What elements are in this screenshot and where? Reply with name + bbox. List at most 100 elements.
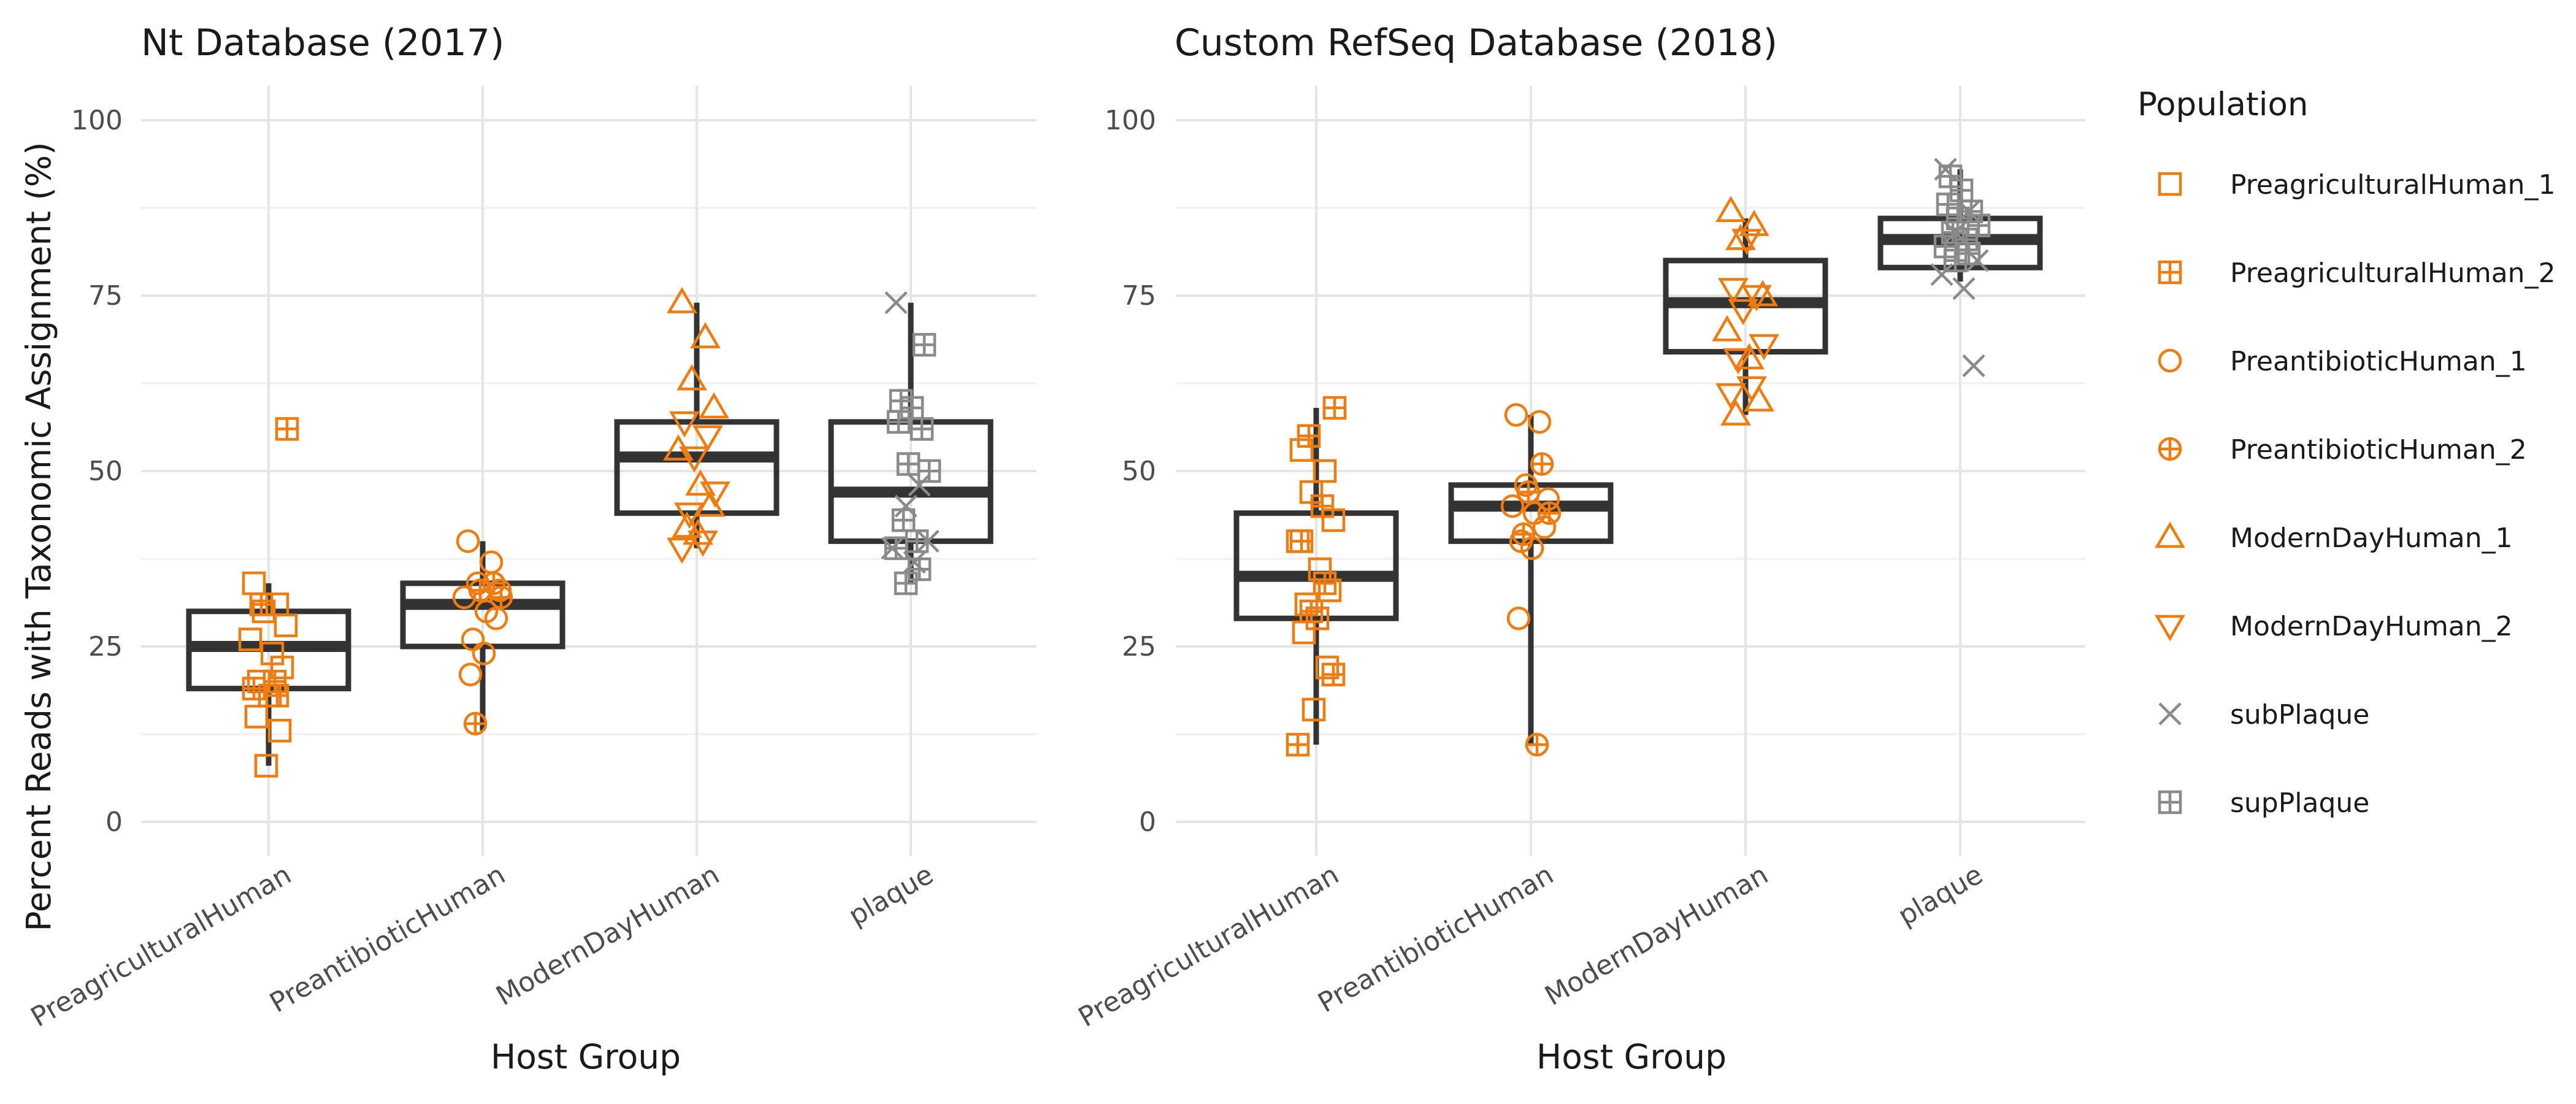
point-PreagriculturalHuman_1 xyxy=(274,613,298,637)
point-ModernDayHuman_1 xyxy=(699,392,729,419)
point-subPlaque xyxy=(1962,354,1985,377)
point-supPlaque xyxy=(1957,242,1981,266)
box-ModernDayHuman xyxy=(1663,196,1828,426)
box-PreantibioticHuman xyxy=(400,529,565,736)
point-ModernDayHuman_1 xyxy=(690,322,721,348)
point-PreagriculturalHuman_2 xyxy=(1310,494,1335,518)
legend: Population PreagriculturalHuman_1Preagri… xyxy=(2137,86,2556,819)
legend-entry: ModernDayHuman_2 xyxy=(2155,611,2513,642)
panel-title: Custom RefSeq Database (2018) xyxy=(1175,21,1777,64)
point-supPlaque xyxy=(894,571,918,596)
legend-entry: PreantibioticHuman_2 xyxy=(2158,434,2527,466)
point-PreantibioticHuman_1 xyxy=(1527,410,1552,434)
point-ModernDayHuman_2 xyxy=(1718,278,1749,305)
legend-entry: PreagriculturalHuman_2 xyxy=(2158,258,2556,289)
point-ModernDayHuman_1 xyxy=(672,512,702,538)
point-PreagriculturalHuman_2 xyxy=(1286,732,1310,757)
point-subPlaque xyxy=(908,473,931,497)
point-supPlaque xyxy=(1959,199,1984,223)
panel-custom-refseq-database: Custom RefSeq Database (2018) 0 25 50 75 100… xyxy=(1073,21,2085,1076)
x-tick-label: PreantibioticHuman xyxy=(1313,859,1558,1019)
box-PreagriculturalHuman xyxy=(1233,396,1399,757)
point-supPlaque xyxy=(891,508,916,532)
point-PreagriculturalHuman_1 xyxy=(244,705,269,729)
point-PreagriculturalHuman_1 xyxy=(238,627,263,651)
point-PreagriculturalHuman_1 xyxy=(1317,578,1342,602)
point-supPlaque xyxy=(884,536,908,561)
point-PreagriculturalHuman_2 xyxy=(249,592,274,616)
point-PreagriculturalHuman_1 xyxy=(1305,606,1330,631)
point-ModernDayHuman_2 xyxy=(669,411,700,438)
x-tick-label: plaque xyxy=(843,859,938,932)
point-ModernDayHuman_2 xyxy=(679,446,710,473)
legend-label: PreantibioticHuman_2 xyxy=(2230,434,2527,466)
point-PreantibioticHuman_2 xyxy=(468,578,493,602)
point-PreagriculturalHuman_2 xyxy=(1299,599,1324,624)
legend-entry: supPlaque xyxy=(2158,788,2369,819)
legend-key-subPlaque xyxy=(2158,702,2182,726)
point-PreagriculturalHuman_1 xyxy=(254,754,278,778)
point-supPlaque xyxy=(912,332,937,357)
legend-label: supPlaque xyxy=(2230,788,2369,819)
legend-label: PreagriculturalHuman_1 xyxy=(2230,169,2556,201)
point-ModernDayHuman_1 xyxy=(1715,196,1746,222)
legend-key-PreantibioticHuman_2 xyxy=(2158,437,2182,461)
point-PreantibioticHuman_2 xyxy=(1511,522,1536,546)
point-ModernDayHuman_1 xyxy=(1739,210,1769,236)
point-supPlaque xyxy=(1949,178,1974,202)
point-supPlaque xyxy=(907,557,932,581)
x-tick-labels: PreagriculturalHumanPreantibioticHumanMo… xyxy=(1073,859,1988,1033)
point-ModernDayHuman_1 xyxy=(1734,343,1765,370)
point-PreagriculturalHuman_2 xyxy=(242,677,266,700)
iqr-box xyxy=(1233,510,1399,621)
point-ModernDayHuman_1 xyxy=(667,286,697,313)
y-axis-title: Percent Reads with Taxonomic Assignment … xyxy=(19,142,58,931)
point-PreagriculturalHuman_2 xyxy=(1321,662,1346,687)
point-PreagriculturalHuman_1 xyxy=(270,656,294,680)
legend-entry: subPlaque xyxy=(2158,699,2369,730)
point-PreantibioticHuman_1 xyxy=(1500,494,1525,518)
point-PreantibioticHuman_1 xyxy=(472,642,496,665)
point-ModernDayHuman_2 xyxy=(692,425,723,452)
point-supPlaque xyxy=(910,417,934,441)
box-PreantibioticHuman xyxy=(1448,403,1614,757)
point-subPlaque xyxy=(1930,263,1953,286)
legend-key-PreagriculturalHuman_1 xyxy=(2158,172,2182,196)
point-PreagriculturalHuman_1 xyxy=(1289,438,1314,462)
point-ModernDayHuman_1 xyxy=(1725,224,1756,250)
point-PreantibioticHuman_1 xyxy=(1504,403,1528,427)
x-tick-label: PreagriculturalHuman xyxy=(1073,859,1344,1033)
point-ModernDayHuman_1 xyxy=(1712,315,1742,342)
point-ModernDayHuman_2 xyxy=(1736,376,1767,403)
legend-label: subPlaque xyxy=(2230,699,2369,730)
legend-label: ModernDayHuman_1 xyxy=(2230,523,2513,554)
point-PreantibioticHuman_2 xyxy=(489,585,513,610)
y-tick-label: 0 xyxy=(1139,807,1156,838)
point-PreagriculturalHuman_2 xyxy=(265,683,289,708)
y-tick-label: 100 xyxy=(71,105,123,136)
point-PreantibioticHuman_1 xyxy=(452,585,477,610)
point-PreagriculturalHuman_1 xyxy=(1313,459,1337,483)
legend-entry: ModernDayHuman_1 xyxy=(2155,521,2513,554)
point-PreantibioticHuman_2 xyxy=(463,711,488,736)
point-PreantibioticHuman_1 xyxy=(456,529,480,553)
y-tick-label: 25 xyxy=(88,631,123,662)
legend-key-ModernDayHuman_1 xyxy=(2155,521,2185,548)
point-ModernDayHuman_2 xyxy=(1728,299,1758,326)
point-PreagriculturalHuman_1 xyxy=(267,719,292,743)
x-tick-label: PreagriculturalHuman xyxy=(26,859,297,1033)
point-PreagriculturalHuman_2 xyxy=(1313,571,1337,596)
legend-key-PreantibioticHuman_1 xyxy=(2158,348,2182,373)
point-ModernDayHuman_1 xyxy=(1747,280,1778,307)
point-ModernDayHuman_2 xyxy=(1749,334,1779,361)
y-tick-label: 0 xyxy=(105,807,123,838)
x-tick-label: ModernDayHuman xyxy=(491,859,724,1011)
y-tick-label: 100 xyxy=(1105,105,1156,136)
box-plaque xyxy=(1877,158,2043,377)
point-PreagriculturalHuman_2 xyxy=(1297,424,1321,448)
point-supPlaque xyxy=(917,459,941,483)
point-ModernDayHuman_2 xyxy=(1731,229,1762,255)
legend-entry: PreantibioticHuman_1 xyxy=(2158,346,2527,377)
legend-key-supPlaque xyxy=(2158,790,2182,815)
